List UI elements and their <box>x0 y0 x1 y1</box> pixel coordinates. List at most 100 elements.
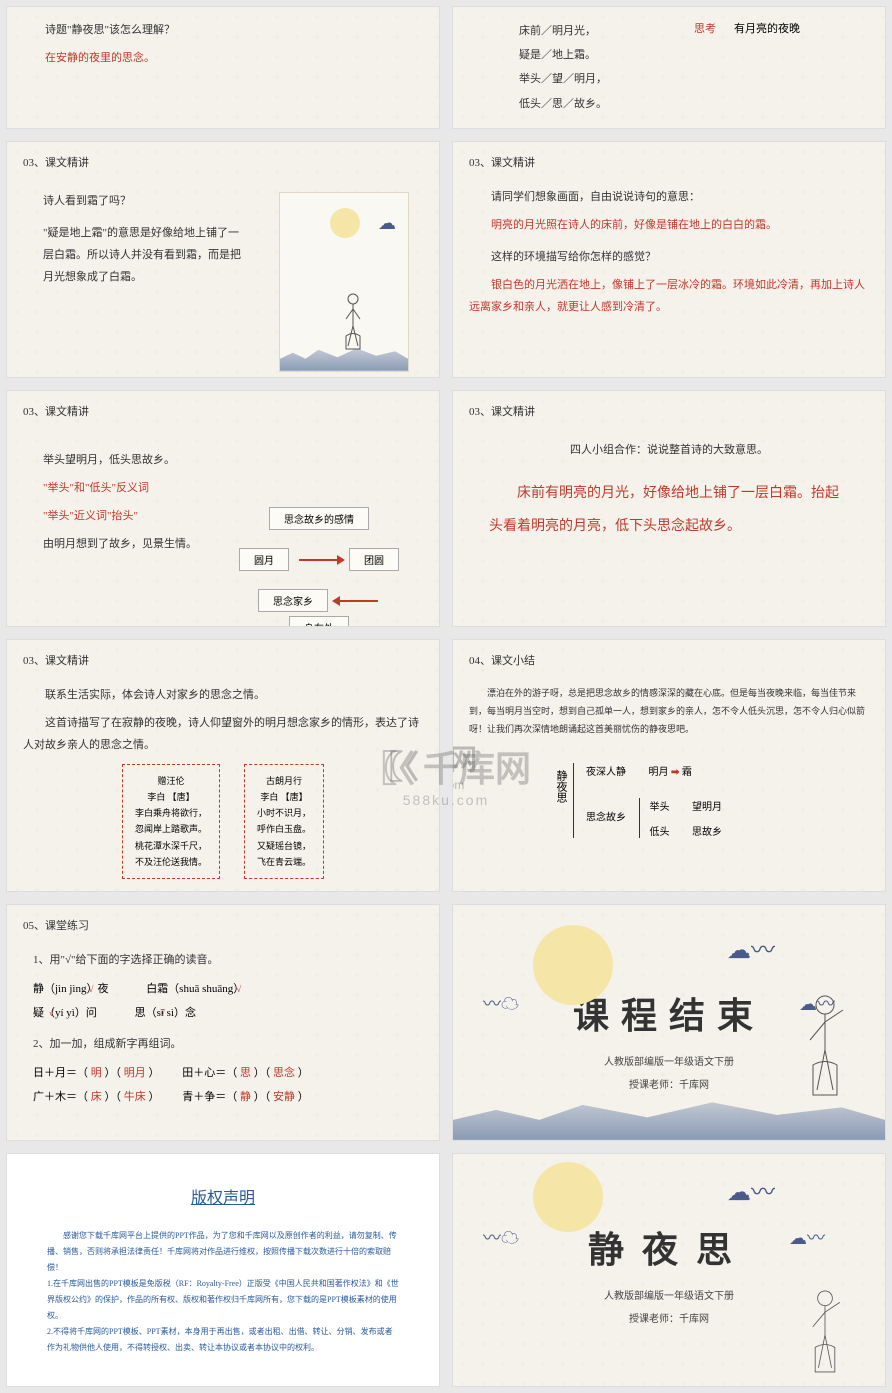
think-text: 有月亮的夜晚 <box>734 23 800 35</box>
tree-leaf: 思故乡 <box>692 827 722 838</box>
slide-3-right: 03、课文精讲 四人小组合作：说说整首诗的大致意思。 床前有明亮的月光，好像给地… <box>452 390 886 627</box>
intro: 四人小组合作：说说整首诗的大致意思。 <box>469 439 869 461</box>
answer2: 银白色的月光洒在地上，像铺上了一层冰冷的霜。环境如此冷清，再加上诗人远离家乡和亲… <box>469 274 869 318</box>
fill-template: 日＋月＝（ 明 ）（ 明月 ） <box>33 1067 160 1079</box>
fill-ans: 思 <box>240 1067 251 1079</box>
body: "疑是地上霜"的意思是好像给地上铺了一层白霜。所以诗人并没有看到霜，而是把月光想… <box>43 222 243 288</box>
summary-body: 漂泊在外的游子呀，总是把思念故乡的情感深深的藏在心底。但是每当夜晚来临，每当佳节… <box>469 684 869 738</box>
body: 这首诗描写了在寂静的夜晚，诗人仰望窗外的明月想念家乡的情形，表达了诗人对故乡亲人… <box>23 712 423 756</box>
fill-ans: 明月 <box>124 1067 146 1079</box>
cloud-icon: ☁〰 <box>727 1172 775 1207</box>
poem-line: 床前／明月光， <box>519 19 694 43</box>
poem-card-1: 赠汪伦 李白 【唐】 李白乘舟将欲行， 忽闻岸上踏歌声。 桃花潭水深千尺， 不及… <box>122 764 220 879</box>
poet-illustration: ☁ <box>279 192 409 372</box>
note1: "举头"和"低头"反义词 <box>43 477 223 499</box>
copyright-title: 版权声明 <box>47 1184 399 1208</box>
tree-root: 静夜思 <box>553 770 569 803</box>
question2: 这样的环境描写给你怎样的感觉？ <box>469 246 869 268</box>
tree-leaf: 霜 <box>682 767 692 778</box>
fill-template: 广＋木＝（ 床 ）（ 牛床 ） <box>33 1091 160 1103</box>
moon-icon <box>533 925 613 1005</box>
slide-5-right-end: ☁〰 〰☁ ☁〰 课程结束 人教版部编版一年级语文下册 授课老师：千库网 <box>452 904 886 1141</box>
slide-grid: 诗题"静夜思"该怎么理解？ 在安静的夜里的思念。 床前／明月光， 疑是／地上霜。… <box>6 6 886 1387</box>
check-icon: √ <box>160 1008 165 1018</box>
section-label: 04、课文小结 <box>469 652 869 668</box>
poem-line: 又疑瑶台镜， <box>257 838 311 854</box>
tree-leaf: 低头 <box>650 827 670 838</box>
poem-line: 李白乘舟将欲行， <box>135 805 207 821</box>
watermark: 千库网 588ku.com <box>452 738 477 792</box>
poem-line: 举头望明月，低头思故乡。 <box>43 449 223 471</box>
poem-author: 李白 【唐】 <box>135 789 207 805</box>
poet-figure-icon <box>795 1286 855 1376</box>
section-label: 03、课文精讲 <box>23 403 423 419</box>
slide-4-right: 04、课文小结 漂泊在外的游子呀，总是把思念故乡的情感深深的藏在心底。但是每当夜… <box>452 639 886 892</box>
poem-line: 低头／思／故乡。 <box>519 92 694 116</box>
poem-line: 小时不识月， <box>257 805 311 821</box>
diagram-node: 身在外 <box>289 616 349 627</box>
diagram-node: 圆月 <box>239 548 289 571</box>
section-label: 03、课文精讲 <box>23 652 423 668</box>
fill-ans: 思念 <box>273 1067 295 1079</box>
fill-ans: 牛床 <box>124 1091 146 1103</box>
section-label: 03、课文精讲 <box>23 154 423 170</box>
slide-5-left: 05、课堂练习 1、用"√"给下面的字选择正确的读音。 静（jìn jìng）夜… <box>6 904 440 1141</box>
check-icon: √ <box>236 984 241 994</box>
tree-branch: 夜深人静 <box>586 767 626 778</box>
cloud-icon: ☁〰 <box>789 1224 825 1250</box>
poet-figure-icon <box>795 990 855 1100</box>
fill-template: 青＋争＝（ 静 ）（ 安静 ） <box>182 1091 309 1103</box>
q1: 1、用"√"给下面的字选择正确的读音。 <box>33 949 423 971</box>
slide-6-right-title: ☁〰 〰☁ ☁〰 静夜思 人教版部编版一年级语文下册 授课老师：千库网 <box>452 1153 886 1387</box>
slide-3-left: 03、课文精讲 举头望明月，低头思故乡。 "举头"和"低头"反义词 "举头"近义… <box>6 390 440 627</box>
poem-author: 李白 【唐】 <box>257 789 311 805</box>
fill-ans: 安静 <box>273 1091 295 1103</box>
fill-ans: 明 <box>91 1067 102 1079</box>
poem-line: 呼作白玉盘。 <box>257 821 311 837</box>
concept-diagram: 思念故乡的感情 圆月 团圆 思念家乡 身在外 <box>224 491 414 627</box>
slide-6-left-copyright: 版权声明 感谢您下载千库网平台上提供的PPT作品，为了您和千库网以及原创作者的利… <box>6 1153 440 1387</box>
q2: 2、加一加，组成新字再组词。 <box>33 1033 423 1055</box>
intro: 联系生活实际，体会诗人对家乡的思念之情。 <box>23 684 423 706</box>
poem-line: 桃花潭水深千尺， <box>135 838 207 854</box>
tree-leaf: 明月 <box>649 767 669 778</box>
slide-1-left: 诗题"静夜思"该怎么理解？ 在安静的夜里的思念。 <box>6 6 440 129</box>
cloud-icon: 〰☁ <box>483 1224 519 1250</box>
moon-icon <box>330 208 360 238</box>
poem-line: 忽闻岸上踏歌声。 <box>135 821 207 837</box>
watermark-logo-icon: 〖〈 <box>371 742 419 788</box>
poem-card-2: 古朗月行 李白 【唐】 小时不识月， 呼作白玉盘。 又疑瑶台镜， 飞在青云端。 <box>244 764 324 879</box>
arrow-right-icon <box>299 559 339 561</box>
answer-text: 在安静的夜里的思念。 <box>23 47 423 69</box>
arrow-left-icon <box>338 600 378 602</box>
question-text: 诗题"静夜思"该怎么理解？ <box>23 19 423 41</box>
imagery-line: 明亮的月光照在诗人的床前，好像是铺在地上的白白的霜。 <box>469 214 869 236</box>
poem-line: 不及汪伦送我情。 <box>135 854 207 870</box>
moon-icon <box>533 1162 603 1232</box>
check-icon: √ <box>88 984 93 994</box>
tree-leaf: 望明月 <box>692 802 722 813</box>
fill-ans: 床 <box>91 1091 102 1103</box>
section-label: 05、课堂练习 <box>23 917 423 933</box>
tree-diagram: 夜深人静 明月 ➡ 霜 思念故乡 举头 望明月 低头 思故乡 <box>573 755 722 846</box>
slide-2-left: 03、课文精讲 诗人看到霜了吗？ "疑是地上霜"的意思是好像给地上铺了一层白霜。… <box>6 141 440 378</box>
poem-title: 古朗月行 <box>257 773 311 789</box>
fill-ans: 静 <box>240 1091 251 1103</box>
slide-2-right: 03、课文精讲 请同学们想象画面，自由说说诗句的意思： 明亮的月光照在诗人的床前… <box>452 141 886 378</box>
poet-figure-icon <box>338 291 368 351</box>
diagram-node: 团圆 <box>349 548 399 571</box>
intro: 请同学们想象画面，自由说说诗句的意思： <box>469 186 869 208</box>
poem-line: 飞在青云端。 <box>257 854 311 870</box>
think-label: 思考 <box>694 23 716 35</box>
arrow-icon: ➡ <box>671 767 682 778</box>
note2: "举头"近义词"抬头" <box>43 505 223 527</box>
copyright-l2: 2.不得将千库网的PPT模板、PPT素材，本身用于再出售，或者出租、出借、转让、… <box>47 1324 399 1356</box>
slide-4-left: 03、课文精讲 联系生活实际，体会诗人对家乡的思念之情。 这首诗描写了在寂静的夜… <box>6 639 440 892</box>
poem-title: 赠汪伦 <box>135 773 207 789</box>
cloud-icon: ☁〰 <box>727 930 775 965</box>
watermark-url: 588ku.com <box>452 778 477 792</box>
section-label: 03、课文精讲 <box>469 403 869 419</box>
poem-line: 疑是／地上霜。 <box>519 43 694 67</box>
tree-leaf: 举头 <box>650 802 670 813</box>
poem-lines: 床前／明月光， 疑是／地上霜。 举头／望／明月， 低头／思／故乡。 <box>469 19 694 116</box>
